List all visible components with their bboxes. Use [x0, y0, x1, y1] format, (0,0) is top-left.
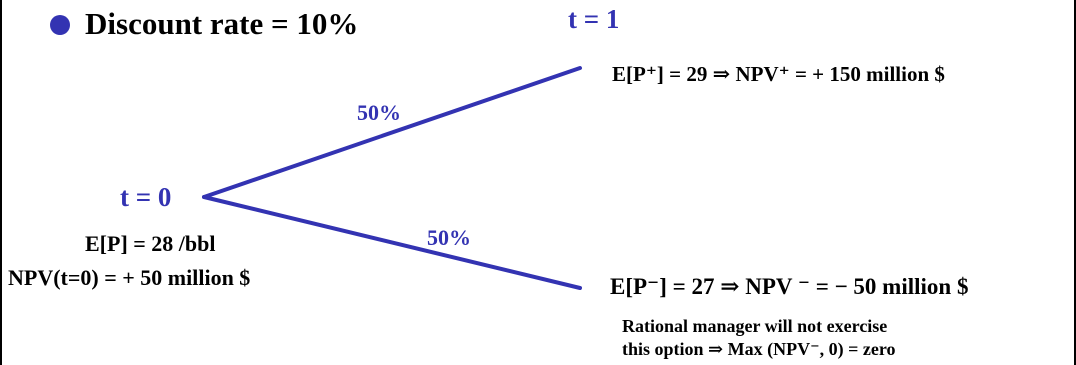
lower-probability: 50% — [427, 225, 471, 250]
root-price: E[P] = 28 /bbl — [85, 231, 216, 256]
left-border — [0, 0, 2, 365]
t0-label: t = 0 — [120, 182, 172, 212]
lower-note-line-1: Rational manager will not exercise — [622, 316, 888, 336]
lower-note-line-2: this option ⇒ Max (NPV⁻, 0) = zero — [622, 339, 896, 359]
lower-outcome: E[P⁻] = 27 ⇒ NPV ⁻ = − 50 million $ — [610, 274, 969, 299]
upper-outcome: E[P⁺] = 29 ⇒ NPV⁺ = + 150 million $ — [612, 62, 945, 86]
lower-branch — [202, 195, 582, 290]
bullet-icon — [50, 15, 70, 35]
discount-rate-bullet: Discount rate = 10% — [50, 6, 358, 42]
root-npv: NPV(t=0) = + 50 million $ — [8, 265, 251, 290]
upper-probability: 50% — [357, 100, 401, 125]
upper-branch — [202, 66, 582, 199]
right-border — [1074, 0, 1076, 365]
t1-label: t = 1 — [568, 4, 620, 34]
discount-rate-text: Discount rate = 10% — [85, 6, 359, 41]
